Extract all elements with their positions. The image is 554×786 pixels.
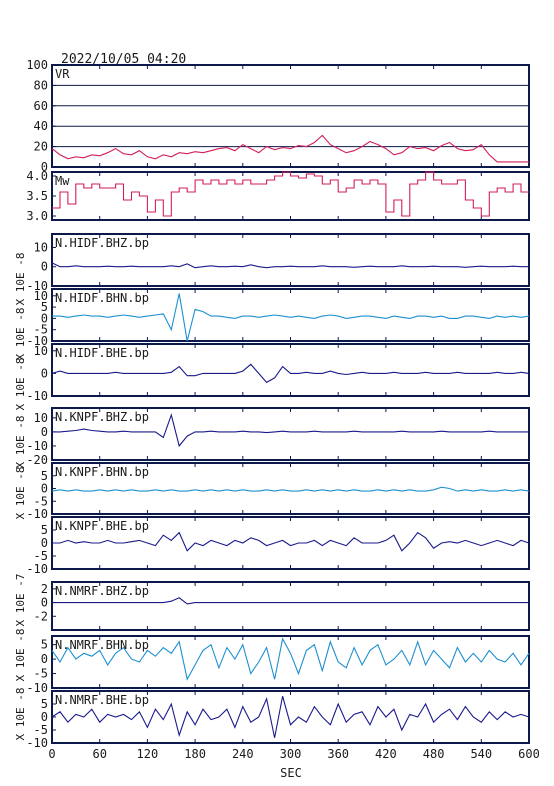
y-tick-label-8-1: 0 xyxy=(41,596,48,610)
x-tick-label-9: 540 xyxy=(470,747,492,761)
y-tick-label-6-3: -10 xyxy=(26,507,48,521)
y-tick-label-2-2: -10 xyxy=(26,279,48,293)
panel-label-10: N.NMRF.BHE.bp xyxy=(55,693,149,707)
y-tick-label-9-3: -10 xyxy=(26,681,48,695)
x-axis: 0 60 120 180 240 300 360 420 480 540 600 xyxy=(48,747,539,761)
y-tick-label-6-2: -5 xyxy=(34,494,48,508)
panel-label-5: N.KNPF.BHZ.bp xyxy=(55,410,149,424)
y-tick-label-0-2: 40 xyxy=(34,119,48,133)
y-tick-label-0-3: 60 xyxy=(34,99,48,113)
y-tick-label-10-3: -10 xyxy=(26,736,48,750)
panel-label-8: N.NMRF.BHZ.bp xyxy=(55,584,149,598)
scale-label-6: X 10E -7 xyxy=(14,574,27,627)
y-tick-label-3-1: 5 xyxy=(41,300,48,314)
y-tick-label-8-0: 2 xyxy=(41,582,48,596)
x-tick-label-7: 420 xyxy=(375,747,397,761)
y-tick-label-5-1: 0 xyxy=(41,425,48,439)
y-tick-label-2-0: 10 xyxy=(34,240,48,254)
datetime-header: 2022/10/05 04:20 xyxy=(61,52,186,67)
y-tick-label-10-2: -5 xyxy=(34,723,48,737)
series-trace-1 xyxy=(52,171,529,217)
y-tick-label-5-3: -20 xyxy=(26,453,48,467)
y-tick-label-6-1: 0 xyxy=(41,482,48,496)
y-tick-label-0-5: 100 xyxy=(26,58,48,72)
scale-label-2: X 10E -8 xyxy=(14,308,27,361)
y-tick-label-0-1: 20 xyxy=(34,140,48,154)
y-tick-labels: 0204060801003.03.54.0100-101050-5-10100-… xyxy=(26,58,48,750)
y-tick-label-9-1: 0 xyxy=(41,652,48,666)
x-tick-label-6: 360 xyxy=(327,747,349,761)
series-trace-3 xyxy=(52,293,530,342)
x-tick-label-2: 120 xyxy=(137,747,159,761)
y-tick-label-5-0: 10 xyxy=(34,411,48,425)
y-tick-label-1-2: 4.0 xyxy=(26,169,48,183)
y-tick-label-4-0: 10 xyxy=(34,344,48,358)
y-tick-label-7-1: 0 xyxy=(41,536,48,550)
y-tick-label-8-2: -2 xyxy=(34,609,48,623)
series-trace-8 xyxy=(52,597,529,605)
scale-label-1: X 10E -8 xyxy=(14,253,27,306)
y-tick-label-1-0: 3.0 xyxy=(26,209,48,223)
panel-label-2: N.HIDF.BHZ.bp xyxy=(55,236,149,250)
x-tick-label-1: 60 xyxy=(92,747,106,761)
series-trace-2 xyxy=(51,262,529,269)
panel-grids xyxy=(52,84,529,148)
x-tick-label-4: 240 xyxy=(232,747,254,761)
y-tick-label-9-2: -5 xyxy=(34,667,48,681)
series-trace-0 xyxy=(51,134,529,163)
y-tick-label-1-1: 3.5 xyxy=(26,189,48,203)
series-trace-10 xyxy=(51,696,530,738)
y-tick-label-6-0: 5 xyxy=(41,469,48,483)
y-tick-label-2-1: 0 xyxy=(41,260,48,274)
y-tick-label-3-3: -5 xyxy=(34,323,48,337)
y-tick-label-3-0: 10 xyxy=(34,289,48,303)
y-tick-label-9-0: 5 xyxy=(41,638,48,652)
panel-label-1: Mw xyxy=(55,174,70,188)
panel-frame-0 xyxy=(51,64,530,168)
scale-label-3: X 10E -8 xyxy=(14,358,27,411)
y-tick-label-10-0: 5 xyxy=(41,697,48,711)
y-tick-label-0-0: 0 xyxy=(41,160,48,174)
x-tick-label-3: 180 xyxy=(184,747,206,761)
scale-label-4: X 10E -8 xyxy=(14,416,27,469)
y-tick-label-7-0: 5 xyxy=(41,523,48,537)
panel-label-7: N.KNPF.BHE.bp xyxy=(55,519,149,533)
y-tick-label-7-3: -10 xyxy=(26,562,48,576)
panel-label-4: N.HIDF.BHE.bp xyxy=(55,346,149,360)
panel-label-6: N.KNPF.BHN.bp xyxy=(55,465,149,479)
series-trace-6 xyxy=(51,486,530,492)
panel-label-3: N.HIDF.BHN.bp xyxy=(55,291,149,305)
x-tick-label-10: 600 xyxy=(518,747,540,761)
panel-label-0: VR xyxy=(55,67,70,81)
series-trace-5 xyxy=(52,413,529,448)
x-tick-label-0: 0 xyxy=(48,747,55,761)
y-tick-label-5-2: -10 xyxy=(26,439,48,453)
y-tick-label-0-4: 80 xyxy=(34,78,48,92)
panel-labels: VR Mw N.HIDF.BHZ.bp N.HIDF.BHN.bp N.HIDF.BHE… xyxy=(55,67,149,707)
traces-layer xyxy=(51,134,530,738)
y-tick-label-7-2: -5 xyxy=(34,549,48,563)
y-tick-label-4-1: 0 xyxy=(41,366,48,380)
series-trace-4 xyxy=(51,363,530,384)
panel-label-9: N.NMRF.BHN.bp xyxy=(55,638,149,652)
x-axis-label: SEC xyxy=(280,766,302,780)
panel-frames xyxy=(51,64,530,744)
series-trace-9 xyxy=(51,637,530,681)
y-tick-label-10-1: 0 xyxy=(41,710,48,724)
x-tick-label-5: 300 xyxy=(280,747,302,761)
y-tick-label-3-4: -10 xyxy=(26,334,48,348)
scale-label-5: X 10E -8 xyxy=(14,467,27,520)
scale-label-7: X 10E -8 xyxy=(14,629,27,682)
scale-label-8: X 10E -8 xyxy=(14,688,27,741)
y-tick-label-4-2: -10 xyxy=(26,389,48,403)
series-trace-7 xyxy=(52,531,530,552)
y-tick-label-3-2: 0 xyxy=(41,311,48,325)
x-tick-label-8: 480 xyxy=(423,747,445,761)
